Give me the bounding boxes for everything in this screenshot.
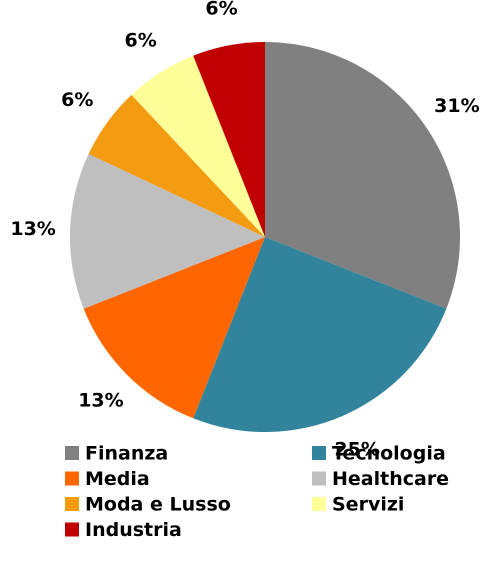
pie-slice [83, 237, 265, 419]
legend-label: Moda e Lusso [85, 494, 231, 516]
legend-swatch [65, 497, 79, 511]
data-label: 6% [61, 89, 93, 111]
pie-slice [88, 94, 266, 237]
data-label: 25% [334, 438, 379, 460]
pie-slice [193, 237, 447, 433]
pie-slice [265, 42, 461, 309]
legend-swatch [65, 471, 79, 486]
pie-slice [131, 55, 265, 237]
data-label: 6% [125, 30, 157, 52]
data-label: 13% [10, 218, 55, 240]
legend-label: Industria [85, 519, 182, 541]
legend-label: Servizi [332, 494, 404, 516]
data-label: 6% [205, 0, 237, 20]
data-label: 13% [78, 390, 123, 412]
legend-swatch [65, 522, 79, 537]
pie-slice [193, 42, 265, 237]
legend-swatch [312, 446, 326, 460]
legend-label: Media [85, 468, 150, 490]
pie-slice [69, 153, 265, 309]
legend-swatch [312, 471, 326, 486]
data-label: 31% [434, 95, 479, 117]
legend-swatch [65, 446, 79, 460]
legend-label: Healthcare [332, 468, 449, 490]
legend-label: Finanza [85, 443, 168, 465]
legend-swatch [312, 497, 326, 511]
legend-label: Tecnologia [332, 443, 446, 465]
